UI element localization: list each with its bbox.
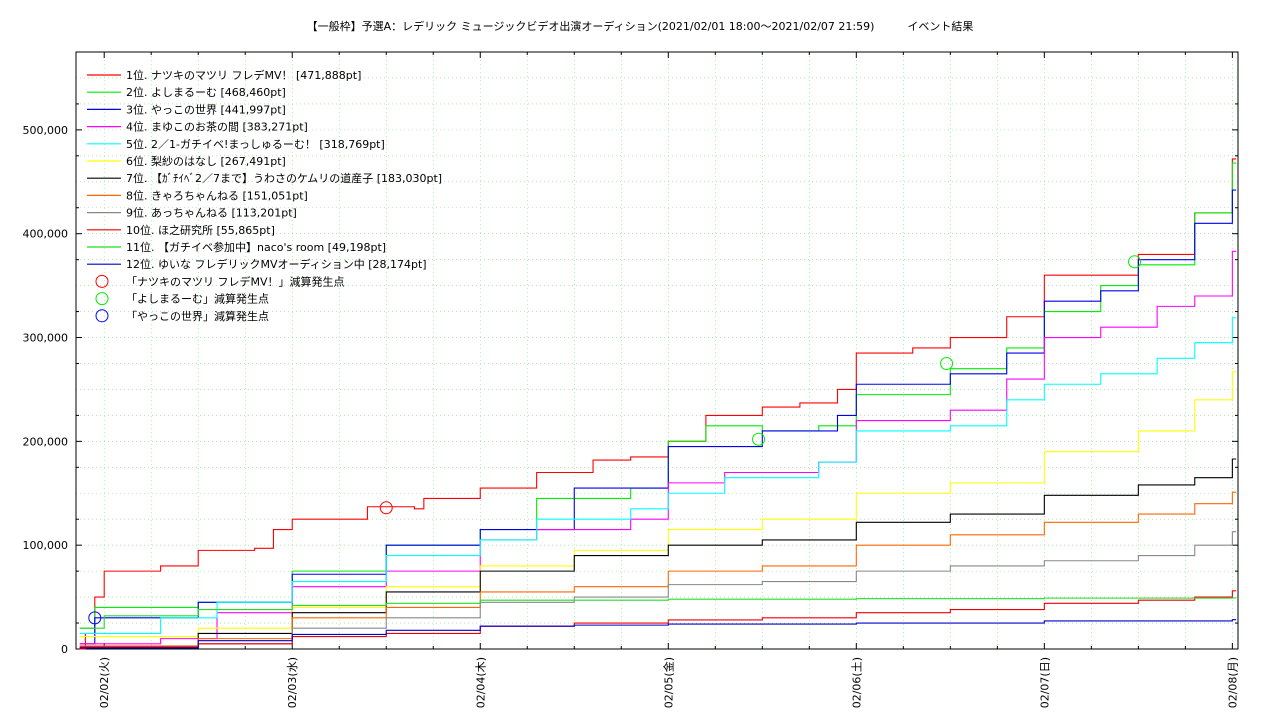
legend-marker-1 [95,274,109,288]
y-tick-label: 400,000 [23,228,69,241]
y-tick-label: 100,000 [23,539,69,552]
legend-marker-label-2: 「よしまるーむ」減算発生点 [126,292,269,306]
y-tick-label: 0 [61,643,68,656]
y-tick-label: 500,000 [23,124,69,137]
reduction-marker-2 [940,356,954,370]
reduction-marker-3 [88,611,102,625]
axes: 0 100,000 200,000 300,000 400,000 500,000 02/0… [23,51,1239,708]
series-line-1 [79,158,1237,650]
y-tick-label: 300,000 [23,332,69,345]
x-tick-label: 02/05(金) [661,657,675,708]
x-tick-label: 02/04(木) [474,657,487,708]
series-line-4 [79,250,1237,645]
legend-label-10: 10位. ほ之研究所 [55,865pt] [126,223,275,237]
series-line-6 [79,371,1237,638]
series-layer [79,158,1237,650]
legend-label-5: 5位. 2／1-ガチイベ!まっしゅるーむ！ [318,769pt] [126,137,385,151]
legend-label-9: 9位. あっちゃんねる [113,201pt] [126,206,297,220]
y-tick-label: 200,000 [23,435,69,448]
series-line-5 [79,317,1237,634]
legend-label-1: 1位. ナツキのマツリ フレデMV！ [471,888pt] [126,68,361,82]
reduction-marker-2 [1128,255,1142,269]
x-tick-label: 02/03(水) [286,657,299,708]
legend-label-3: 3位. やっこの世界 [441,997pt] [126,102,286,116]
series-line-11 [79,597,1237,629]
legend-label-8: 8位. きゃろちゃんねる [151,051pt] [126,188,308,202]
reduction-marker-1 [379,501,393,515]
legend-marker-label-3: 「やっこの世界」減算発生点 [126,309,269,323]
legend-marker-2 [95,292,109,306]
series-line-9 [79,531,1237,649]
series-line-3 [79,189,1237,645]
series-line-12 [79,619,1237,649]
marker-layer [88,255,1142,625]
series-line-8 [79,491,1237,647]
legend-label-2: 2位. よしまるーむ [468,460pt] [126,85,286,99]
series-line-2 [79,162,1237,629]
legend: 1位. ナツキのマツリ フレデMV！ [471,888pt] 2位. よしまるーむ… [87,68,442,323]
x-tick-label: 02/02(火) [98,657,111,708]
series-line-7 [79,458,1237,648]
series-line-10 [79,590,1237,648]
chart-title: 【一般枠】予選A：レデリック ミュージックビデオ出演オーディション(2021/0… [306,20,974,33]
legend-marker-label-1: 「ナツキのマツリ フレデMV！」減算発生点 [126,274,345,288]
x-tick-label: 02/07(日) [1038,657,1051,708]
legend-label-6: 6位. 梨紗のはなし [267,491pt] [126,154,286,168]
legend-label-7: 7位. 【ｶﾞﾁｲﾍﾞ2／7まで】うわさのケムリの道産子 [183,030pt] [126,171,442,185]
reduction-marker-2 [752,432,766,446]
plot-frame [75,51,1239,650]
legend-label-4: 4位. まゆこのお茶の間 [383,271pt] [126,120,308,134]
legend-label-12: 12位. ゆいな フレデリックMVオーディション中 [28,174pt] [126,257,427,271]
legend-marker-3 [95,309,109,323]
x-tick-label: 02/08(月) [1226,657,1239,708]
x-tick-label: 02/06(土) [850,657,863,708]
legend-label-11: 11位. 【ガチイベ参加中】naco's room [49,198pt] [126,240,386,254]
